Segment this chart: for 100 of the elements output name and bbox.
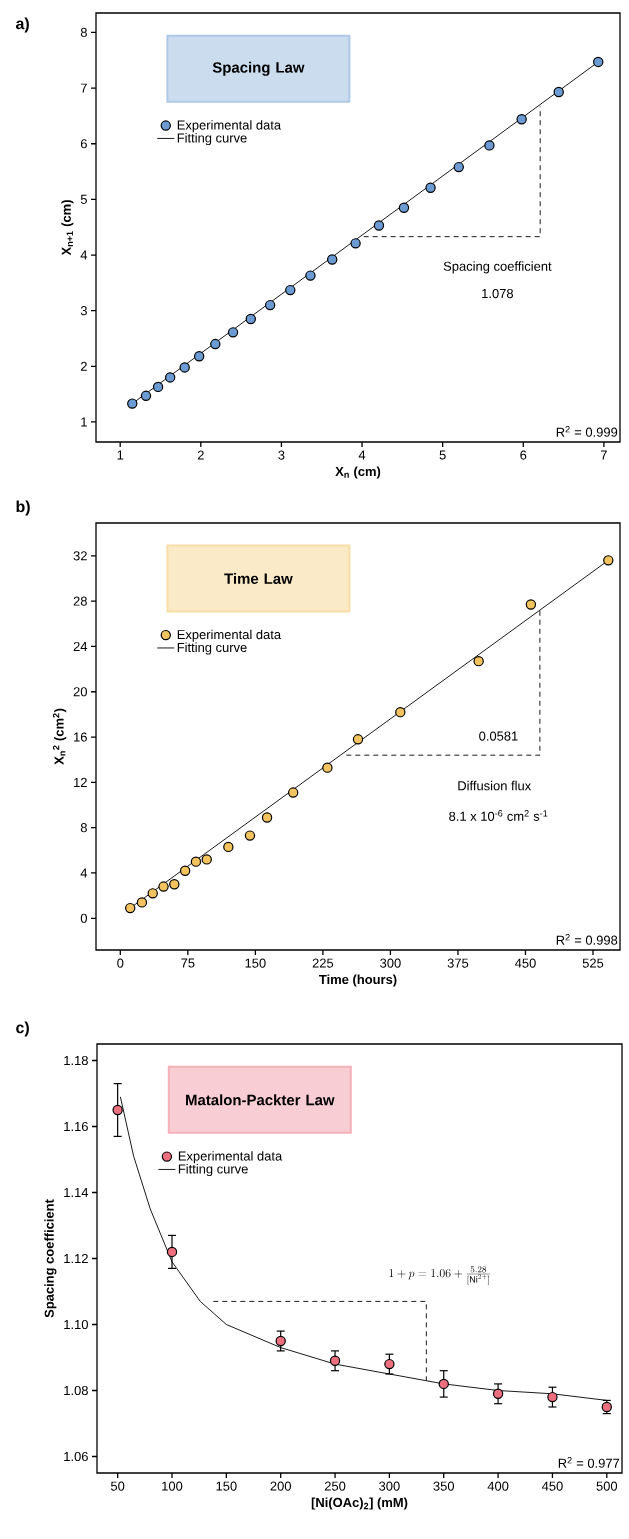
point xyxy=(169,879,180,890)
point xyxy=(373,220,385,231)
point xyxy=(473,655,484,667)
x-tick-label: 50 xyxy=(110,1481,125,1491)
point xyxy=(285,284,296,296)
point xyxy=(438,1378,449,1390)
y-tick-label: 20 xyxy=(73,687,87,697)
point xyxy=(140,390,152,401)
legend-label: Experimental data xyxy=(177,629,282,642)
point xyxy=(112,1104,123,1116)
annotation: Diffusion flux xyxy=(458,780,532,791)
point xyxy=(352,734,364,745)
point xyxy=(244,830,256,841)
annotation: R$^{2}$ = 0.998 xyxy=(556,934,618,945)
x-axis-title: Time (hours) xyxy=(319,974,397,987)
point xyxy=(547,1391,558,1403)
point xyxy=(201,854,212,865)
point xyxy=(425,182,436,193)
point xyxy=(593,56,604,68)
point xyxy=(193,351,205,362)
point xyxy=(261,812,273,823)
y-tick-label: 1.16 xyxy=(64,1121,88,1132)
point xyxy=(329,1355,341,1366)
x-tick-label: 150 xyxy=(245,958,266,968)
x-tick-label: 525 xyxy=(582,958,604,968)
y-tick-label: 4 xyxy=(80,250,88,260)
point xyxy=(275,1335,286,1347)
y-tick-label: 16 xyxy=(74,732,87,742)
point xyxy=(264,299,276,311)
x-tick-label: 3 xyxy=(278,450,285,460)
chart-title: b) xyxy=(16,500,30,516)
point xyxy=(210,338,221,350)
x-tick-label: 300 xyxy=(379,1481,400,1491)
x-tick-label: 200 xyxy=(270,1481,291,1491)
point xyxy=(152,381,164,393)
point xyxy=(327,254,338,265)
annotation: 0.0581 xyxy=(479,731,518,741)
x-tick-label: 5 xyxy=(439,450,446,460)
point xyxy=(398,202,410,213)
y-tick-label: 3 xyxy=(80,306,87,316)
point xyxy=(453,161,464,173)
point xyxy=(492,1388,504,1399)
point xyxy=(127,398,138,409)
y-tick-label: 1.14 xyxy=(64,1188,89,1197)
y-tick-label: 8 xyxy=(80,823,87,833)
annotation: R$^{2}$ = 0.977 xyxy=(558,1457,620,1468)
y-tick-label: 6 xyxy=(80,139,87,149)
y-tick-label: 8 xyxy=(80,27,87,38)
y-axis-title: X$_{n}$$^{2}$ (cm$^{2}$) xyxy=(52,708,67,765)
x-tick-label: 375 xyxy=(447,958,469,968)
point xyxy=(223,841,234,853)
point xyxy=(384,1358,395,1370)
point xyxy=(136,897,148,908)
x-axis-title: [Ni(OAc)$_{2}$] (mM) xyxy=(311,1497,408,1510)
point xyxy=(245,313,256,325)
point xyxy=(516,114,527,125)
y-tick-label: 1.08 xyxy=(64,1385,88,1396)
annotation: R$^{2}$ = 0.999 xyxy=(556,425,618,437)
y-axis-title: Spacing coefficient xyxy=(44,1199,57,1318)
annotation: 1.078 xyxy=(482,288,514,299)
point xyxy=(158,881,169,892)
point xyxy=(603,555,614,566)
legend-label: Fitting curve xyxy=(178,1164,248,1177)
x-tick-label: 400 xyxy=(487,1481,509,1491)
annotation: Spacing coefficient xyxy=(443,261,552,274)
point xyxy=(287,787,299,798)
chart-title: c) xyxy=(16,1021,29,1037)
point xyxy=(179,362,190,373)
x-tick-label: 300 xyxy=(380,958,401,968)
point xyxy=(395,706,406,718)
y-tick-label: 1.18 xyxy=(64,1055,88,1066)
x-tick-label: 450 xyxy=(541,1481,563,1491)
x-tick-label: 4 xyxy=(358,450,366,460)
legend-label: Experimental data xyxy=(177,120,282,133)
point xyxy=(164,372,176,383)
x-tick-label: 350 xyxy=(433,1481,455,1491)
y-tick-label: 0 xyxy=(80,913,87,923)
y-tick-label: 24 xyxy=(73,641,88,651)
point xyxy=(147,888,158,899)
y-tick-label: 1.06 xyxy=(64,1451,88,1462)
point xyxy=(350,238,361,249)
y-tick-label: 12 xyxy=(74,777,87,787)
x-axis-title: X$_{n}$ (cm) xyxy=(335,466,381,479)
y-tick-label: 1.10 xyxy=(64,1319,88,1330)
point xyxy=(525,599,537,610)
chart-title: a) xyxy=(15,17,29,33)
text: Spacing Law xyxy=(212,61,305,76)
point xyxy=(190,856,202,867)
point xyxy=(125,902,136,914)
annotation: 8.1 x 10$^{-6}$ cm$^{2}$ s$^{-1}$ xyxy=(449,810,548,821)
y-tick-label: 32 xyxy=(73,551,87,561)
y-tick-label: 7 xyxy=(80,83,87,93)
legend-label: Fitting curve xyxy=(177,642,247,655)
text: Time Law xyxy=(224,573,293,584)
x-tick-label: 2 xyxy=(197,450,204,460)
x-tick-label: 6 xyxy=(520,450,527,460)
annotation: $1 + p = 1.06 + \frac{5.28}{[\mathrm{Ni}^{2+}]}$ xyxy=(389,1266,491,1285)
x-tick-label: 250 xyxy=(324,1481,346,1491)
point xyxy=(305,270,316,281)
x-tick-label: 1 xyxy=(117,450,124,460)
